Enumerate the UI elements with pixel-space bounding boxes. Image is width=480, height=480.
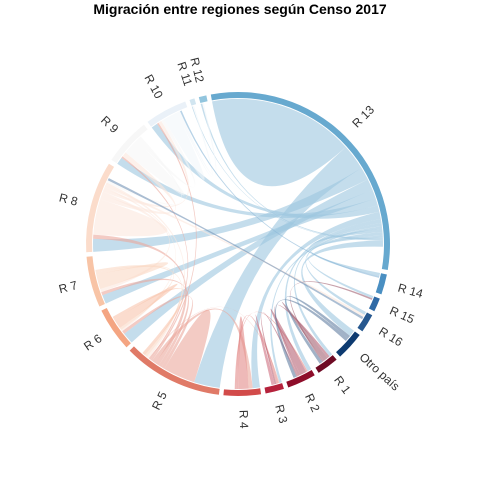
sector-arc-r-16 xyxy=(357,312,373,332)
region-label-r-16: R 16 xyxy=(376,324,405,349)
region-label-r-14: R 14 xyxy=(396,281,424,301)
region-label-r-1: R 1 xyxy=(331,373,354,397)
ribbon-r-8-to-r-8 xyxy=(93,199,168,237)
ribbon-r-6-to-r-5 xyxy=(112,288,185,356)
sector-arc-r-13 xyxy=(210,92,391,270)
ribbon-r-16-to-r-8 xyxy=(107,178,364,320)
region-label-r-4: R 4 xyxy=(237,410,252,429)
region-label-otro-pa-s: Otro país xyxy=(357,350,403,394)
region-label-r-6: R 6 xyxy=(81,331,105,353)
sector-arc-r-9 xyxy=(111,124,148,164)
ribbon-r-8-to-r-16 xyxy=(104,184,365,317)
region-label-r-3: R 3 xyxy=(272,403,290,425)
ribbon-r-4-to-r-4 xyxy=(238,316,249,389)
region-label-r-15: R 15 xyxy=(388,303,417,326)
ribbon-r-13-to-r-9 xyxy=(117,157,378,218)
region-label-r-10: R 10 xyxy=(141,72,166,101)
ribbon-r-10-to-r-10 xyxy=(163,112,205,180)
ribbon-r-2-to-r-3 xyxy=(260,311,299,385)
sector-arc-otro-pa-s xyxy=(336,331,360,357)
sector-arc-r-2 xyxy=(286,370,315,388)
region-label-r-13: R 13 xyxy=(349,102,377,130)
ribbon-r-13-to-r-5 xyxy=(194,146,362,388)
sector-arc-r-14 xyxy=(375,273,387,295)
region-label-r-12: R 12 xyxy=(187,56,207,84)
sector-arc-r-11 xyxy=(189,98,197,106)
ribbon-r-10-to-r-12 xyxy=(178,103,217,176)
sector-arc-r-5 xyxy=(129,346,220,395)
ribbon-r-13-to-r-15 xyxy=(307,235,383,299)
ribbon-r-2-to-r-2 xyxy=(270,308,307,375)
region-label-r-8: R 8 xyxy=(58,190,80,208)
sector-arc-r-15 xyxy=(368,296,380,312)
ribbon-r-8-to-r-9 xyxy=(100,152,177,214)
sector-arc-r-10 xyxy=(147,101,188,127)
ribbon-r-1-to-r-1 xyxy=(281,301,328,361)
sector-arc-r-4 xyxy=(223,388,262,396)
ribbon-layer xyxy=(93,99,383,389)
ribbon-r-5-to-r-5 xyxy=(164,309,211,383)
region-label-r-7: R 7 xyxy=(57,278,79,296)
ribbon-r-13-to-r-13 xyxy=(212,99,346,187)
sector-arc-r-3 xyxy=(264,383,284,394)
sector-arc-r-6 xyxy=(101,307,131,348)
ribbon-r-3-to-r-3 xyxy=(255,314,275,386)
ribbon-r-9-to-r-9 xyxy=(125,140,185,196)
ribbon-r-7-to-r-7 xyxy=(96,262,169,290)
sector-arc-r-8 xyxy=(85,163,115,253)
sector-arc-r-1 xyxy=(315,355,337,373)
ribbon-otro-pa-s-to-r-1 xyxy=(285,296,351,364)
region-label-r-5: R 5 xyxy=(149,389,170,412)
chart-title: Migración entre regiones según Censo 201… xyxy=(93,1,387,17)
sector-arc-r-7 xyxy=(86,256,105,307)
sector-arc-r-12 xyxy=(198,95,208,103)
ribbon-r-13-to-r-8 xyxy=(93,167,368,252)
region-label-r-2: R 2 xyxy=(302,391,323,414)
region-label-r-9: R 9 xyxy=(98,113,121,136)
ribbon-r-13-to-r-14 xyxy=(309,228,383,277)
sector-layer xyxy=(85,92,391,396)
ribbon-r-13-to-r-6 xyxy=(124,179,373,343)
ribbon-r-6-to-r-6 xyxy=(114,283,178,328)
